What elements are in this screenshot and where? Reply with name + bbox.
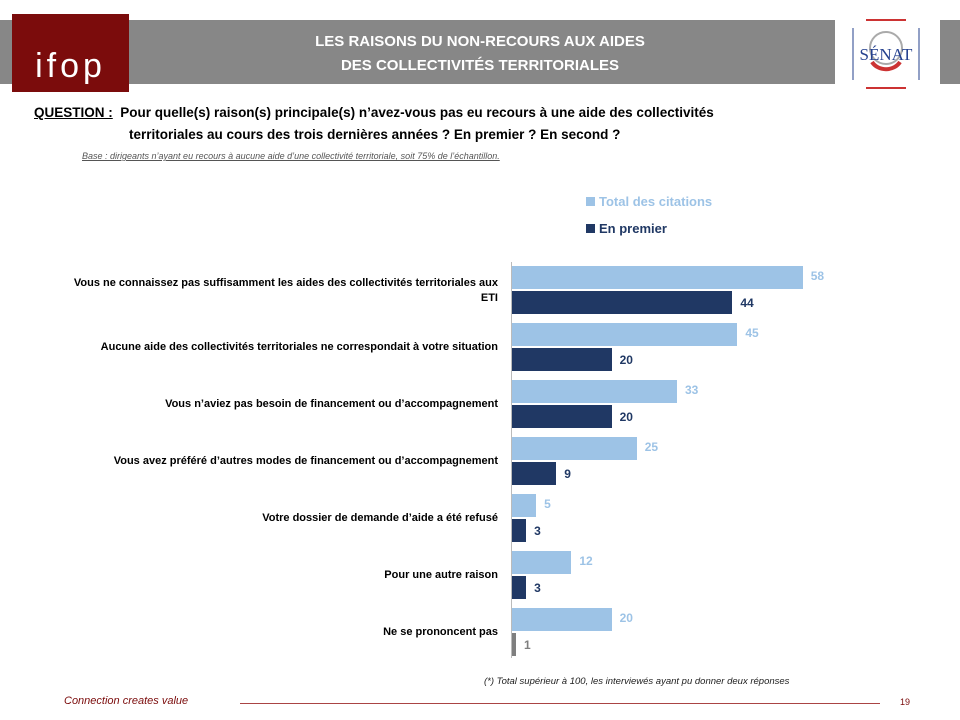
value-label-en-premier: 3 [534, 581, 541, 595]
page-number: 19 [900, 697, 911, 707]
value-label-total: 5 [544, 497, 551, 511]
value-label-total: 20 [619, 611, 633, 625]
question: QUESTION : Pour quelle(s) raison(s) prin… [34, 102, 714, 124]
category-label: Vous ne connaissez pas suffisamment les … [73, 277, 498, 304]
value-label-total: 25 [644, 440, 659, 454]
base-note: Base : dirigeants n’ayant eu recours à a… [82, 151, 500, 161]
axis-line [511, 262, 512, 658]
value-label-en-premier: 20 [619, 410, 633, 424]
bar-en-premier [511, 405, 612, 428]
legend-item-total: Total des citations [586, 194, 712, 209]
bar-total [511, 551, 572, 574]
bar-en-premier [511, 576, 527, 599]
value-label-en-premier: 3 [534, 524, 541, 538]
value-label-total: 58 [810, 269, 825, 283]
value-label-total: 33 [684, 383, 699, 397]
title-line-1: LES RAISONS DU NON-RECOURS AUX AIDES [315, 33, 645, 50]
legend-label-total: Total des citations [599, 194, 713, 209]
legend-label-first: En premier [599, 221, 667, 236]
senat-logo: SÉNAT [852, 18, 920, 90]
title-line-2: DES COLLECTIVITÉS TERRITORIALES [340, 57, 620, 74]
bar-en-premier [511, 633, 517, 656]
question-line-2: territoriales au cours des trois dernièr… [129, 127, 621, 142]
question-line-1: Pour quelle(s) raison(s) principale(s) n… [120, 105, 714, 120]
header-band [0, 20, 835, 84]
category-label: Aucune aide des collectivités territoria… [100, 341, 498, 353]
header-band-right [940, 20, 960, 84]
bar-total [511, 608, 612, 631]
bar-en-premier [511, 348, 612, 371]
page-title: LES RAISONS DU NON-RECOURS AUX AIDES DES … [130, 30, 830, 78]
question-label: QUESTION : [34, 105, 113, 120]
bar-total [511, 494, 537, 517]
footer-divider [240, 703, 880, 704]
tagline: Connection creates value [64, 695, 189, 707]
legend-item-first: En premier [586, 221, 712, 236]
ifop-logo: ifop [12, 14, 129, 92]
value-label-en-premier: 20 [619, 353, 633, 367]
bar-total [511, 380, 677, 403]
value-label-total: 12 [579, 554, 593, 568]
value-label-en-premier: 9 [564, 467, 571, 481]
category-label: Ne se prononcent pas [383, 626, 498, 638]
value-label-en-premier: 44 [740, 296, 754, 310]
legend-swatch-first [586, 224, 595, 233]
bar-total [511, 437, 637, 460]
bar-en-premier [511, 519, 527, 542]
footnote: (*) Total supérieur à 100, les interview… [484, 676, 790, 687]
value-label-total: 45 [745, 326, 759, 340]
legend-swatch-total [586, 197, 595, 206]
value-label-en-premier: 1 [524, 638, 531, 652]
bar-total [511, 266, 803, 289]
category-label: Votre dossier de demande d’aide a été re… [262, 512, 498, 524]
bar-en-premier [511, 291, 733, 314]
category-label: Pour une autre raison [384, 569, 498, 581]
svg-text:SÉNAT: SÉNAT [860, 45, 914, 64]
bar-en-premier [511, 462, 557, 485]
bar-total [511, 323, 738, 346]
category-label: Vous avez préféré d’autres modes de fina… [113, 455, 498, 467]
category-label: Vous n’aviez pas besoin de financement o… [165, 398, 498, 410]
legend: Total des citations En premier [586, 194, 712, 248]
